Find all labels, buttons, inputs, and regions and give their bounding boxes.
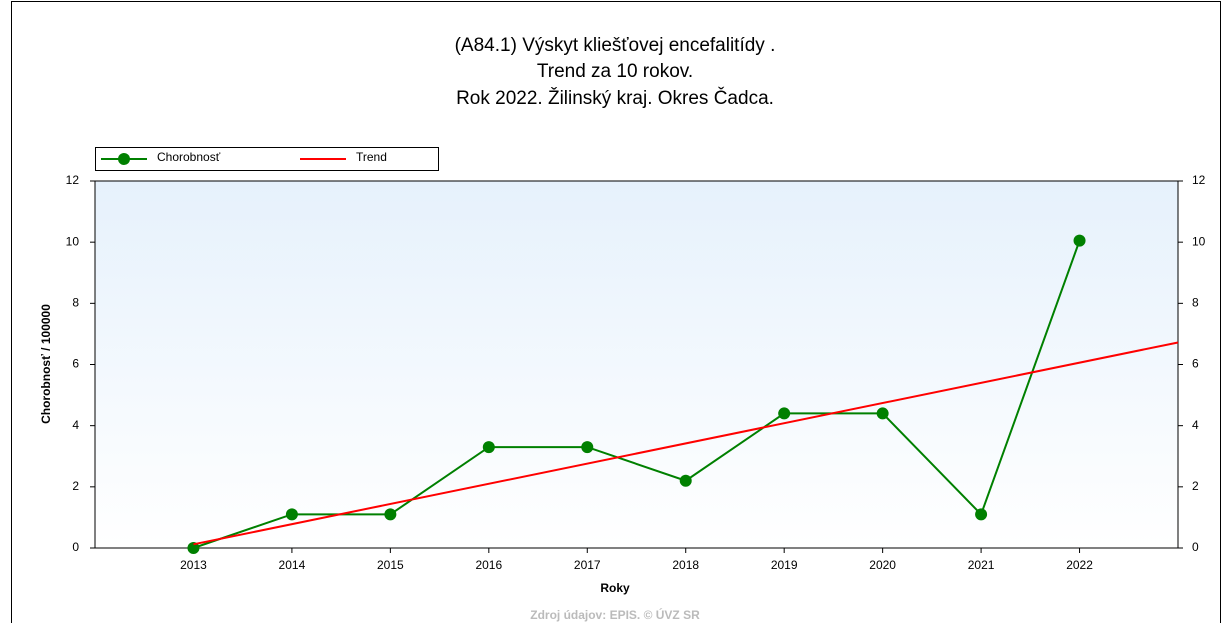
y2-tick-label: 8 bbox=[1192, 296, 1199, 310]
y-tick-label: 0 bbox=[72, 540, 79, 554]
y2-tick-label: 10 bbox=[1192, 234, 1206, 248]
x-tick-label: 2015 bbox=[377, 558, 404, 572]
y-tick-label: 6 bbox=[72, 357, 79, 371]
x-axis-label: Roky bbox=[600, 581, 630, 595]
data-point bbox=[679, 474, 692, 487]
x-tick-label: 2018 bbox=[672, 558, 699, 572]
y-tick-label: 4 bbox=[72, 418, 79, 432]
data-point bbox=[876, 407, 889, 420]
data-point bbox=[1073, 234, 1086, 247]
y-tick-label: 10 bbox=[66, 234, 80, 248]
x-tick-label: 2013 bbox=[180, 558, 207, 572]
x-tick-label: 2020 bbox=[869, 558, 896, 572]
y2-tick-label: 12 bbox=[1192, 173, 1206, 187]
y2-tick-label: 6 bbox=[1192, 357, 1199, 371]
data-point bbox=[482, 441, 495, 454]
y2-tick-label: 0 bbox=[1192, 540, 1199, 554]
data-point bbox=[384, 508, 397, 521]
legend-marker bbox=[118, 153, 130, 165]
y-tick-label: 12 bbox=[66, 173, 80, 187]
source: Zdroj údajov: EPIS. © ÚVZ SR bbox=[530, 607, 700, 622]
x-tick-label: 2022 bbox=[1066, 558, 1093, 572]
data-point bbox=[975, 508, 988, 521]
data-point bbox=[581, 441, 594, 454]
y-tick-label: 2 bbox=[72, 479, 79, 493]
chart-title: Trend za 10 rokov. bbox=[537, 61, 693, 82]
plot-area bbox=[94, 180, 1179, 549]
legend bbox=[95, 147, 439, 171]
y-axis-label: Chorobnosť / 100000 bbox=[39, 304, 53, 424]
x-tick-label: 2019 bbox=[771, 558, 798, 572]
y2-tick-label: 2 bbox=[1192, 479, 1199, 493]
chart-title: (A84.1) Výskyt kliešťovej encefalitídy . bbox=[455, 35, 776, 56]
y-tick-label: 8 bbox=[72, 296, 79, 310]
x-tick-label: 2021 bbox=[968, 558, 995, 572]
frame bbox=[11, 1, 1221, 623]
x-tick-label: 2017 bbox=[574, 558, 601, 572]
chart-title: Rok 2022. Žilinský kraj. Okres Čadca. bbox=[456, 87, 774, 109]
legend-label: Trend bbox=[356, 150, 387, 164]
data-point bbox=[778, 407, 791, 420]
data-point bbox=[187, 542, 200, 554]
legend-label: Chorobnosť bbox=[157, 150, 221, 164]
data-point bbox=[285, 508, 298, 521]
x-tick-label: 2016 bbox=[475, 558, 502, 572]
y2-tick-label: 4 bbox=[1192, 418, 1199, 432]
trend-line bbox=[193, 341, 1179, 546]
x-tick-label: 2014 bbox=[279, 558, 306, 572]
